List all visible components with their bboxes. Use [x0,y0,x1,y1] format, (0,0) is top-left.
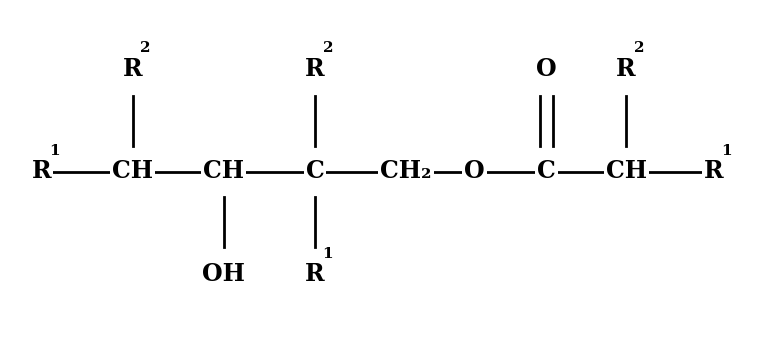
Text: OH: OH [203,262,245,286]
Text: 2: 2 [323,41,333,55]
Text: 1: 1 [721,144,732,158]
Text: R: R [123,57,143,81]
Text: C: C [306,159,324,184]
Text: O: O [464,159,485,184]
Text: 2: 2 [140,41,151,55]
Text: C: C [537,159,556,184]
Text: O: O [536,57,557,81]
Text: R: R [704,159,723,184]
Text: CH: CH [112,159,153,184]
Text: CH₂: CH₂ [380,159,432,184]
Text: 2: 2 [634,41,644,55]
Text: R: R [616,57,636,81]
Text: R: R [305,57,325,81]
Text: 1: 1 [49,144,60,158]
Text: CH: CH [203,159,244,184]
Text: 1: 1 [323,247,333,261]
Text: R: R [32,159,52,184]
Text: R: R [305,262,325,286]
Text: CH: CH [606,159,647,184]
